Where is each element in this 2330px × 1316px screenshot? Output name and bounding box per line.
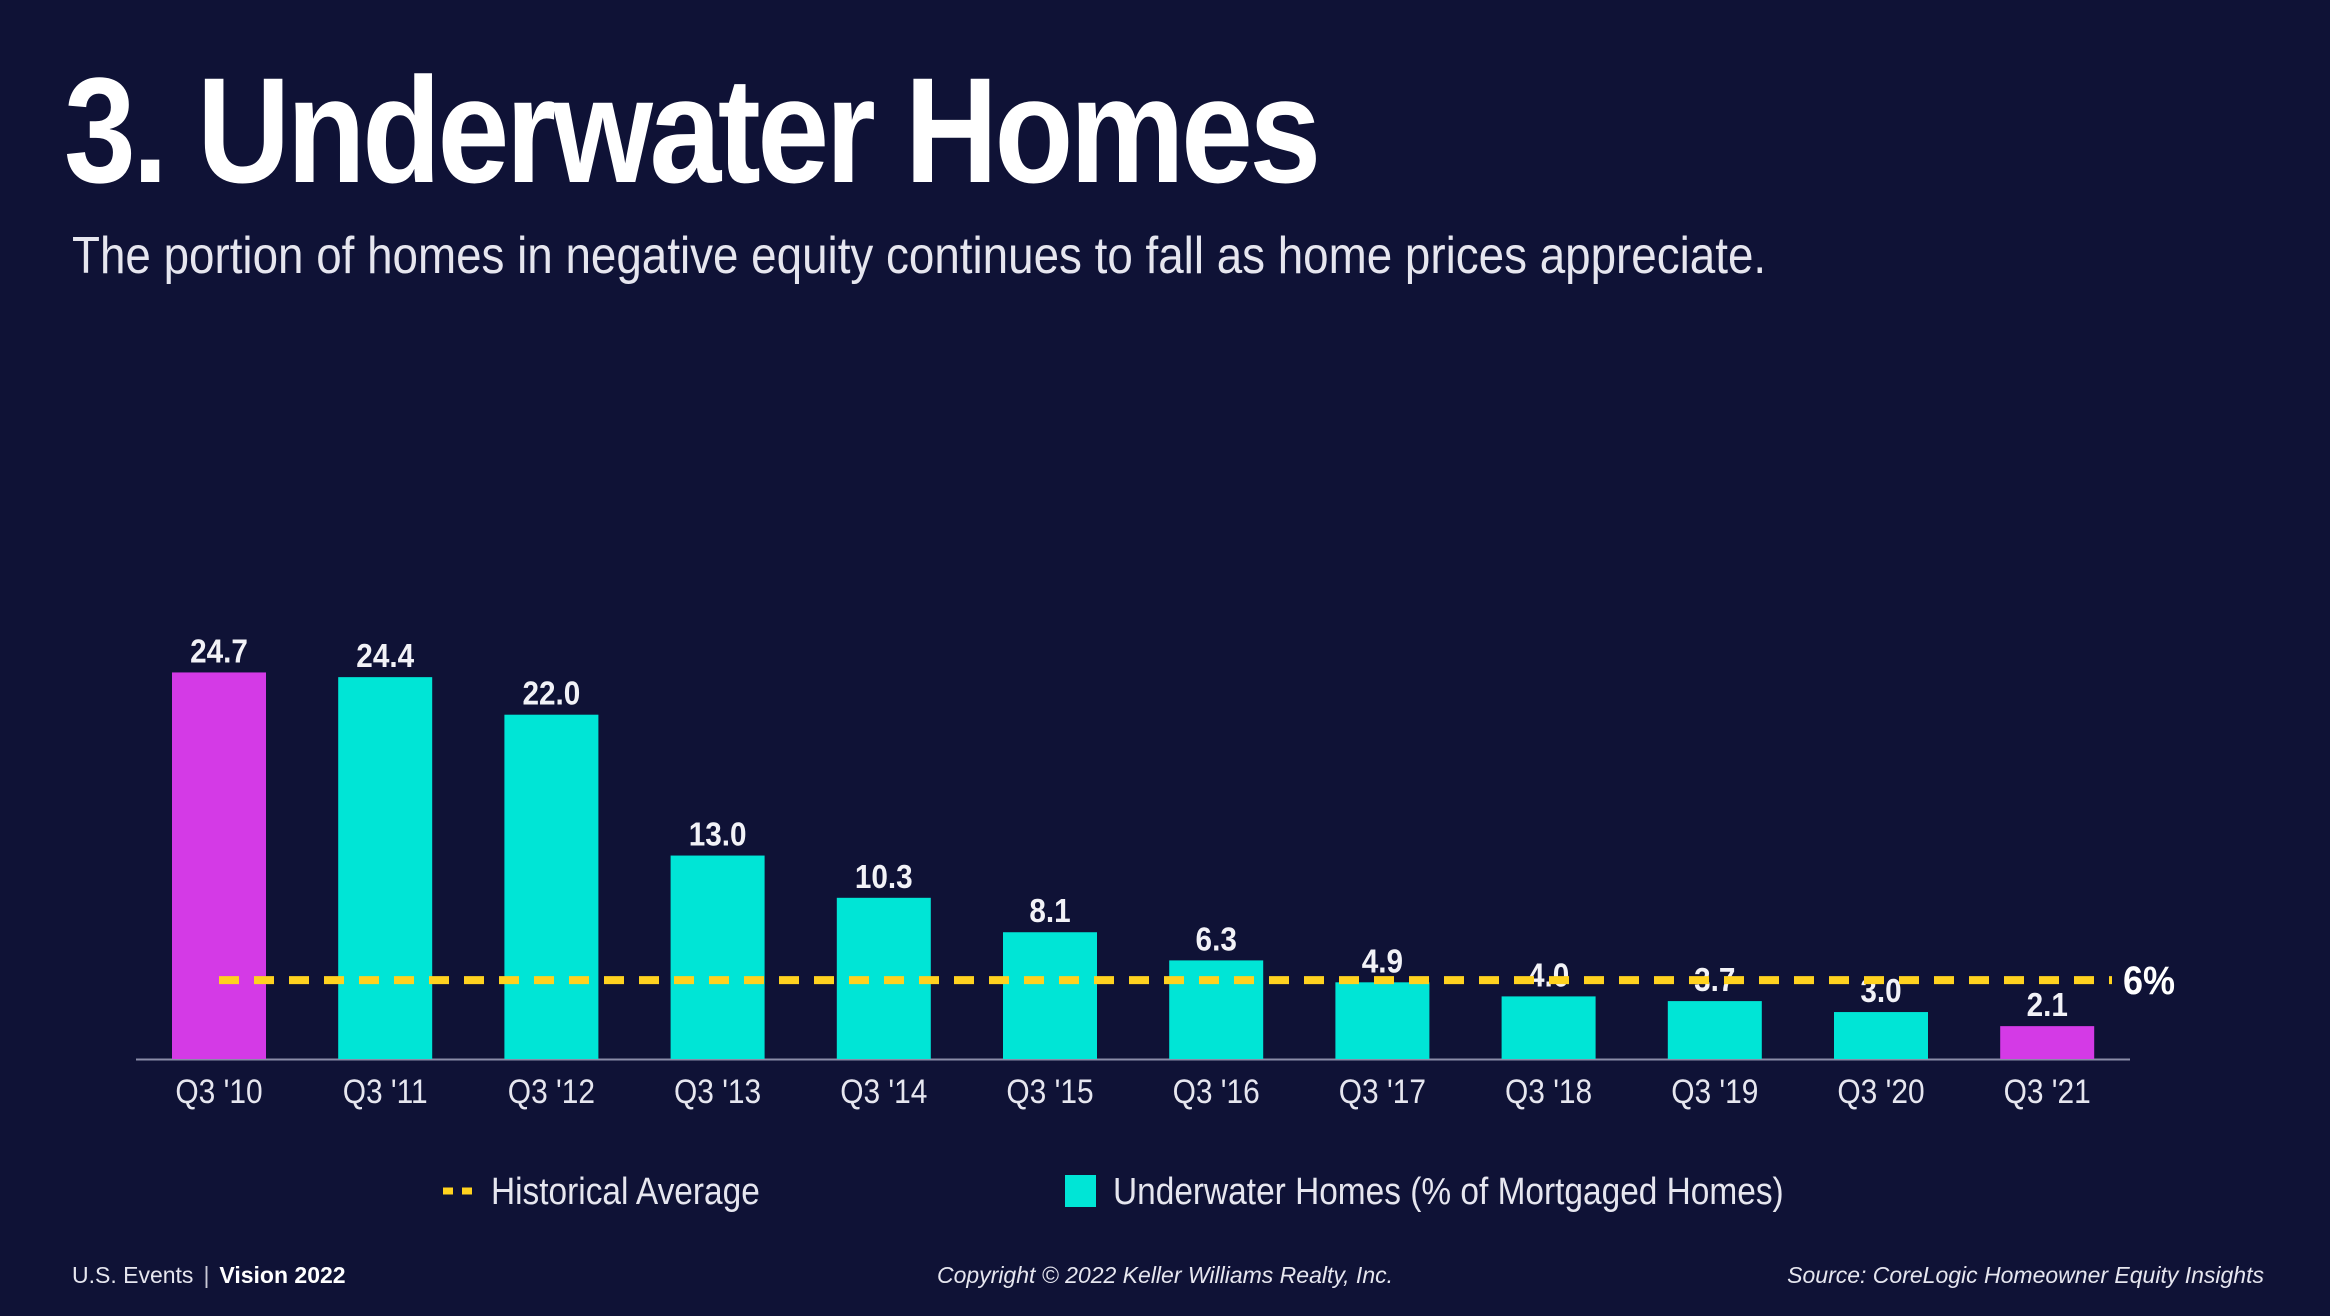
x-tick-label: Q3 '20	[1837, 1072, 1924, 1110]
bar-data-label: 22.0	[523, 675, 581, 712]
bar-data-label: 24.4	[356, 638, 414, 675]
bar-data-label: 4.0	[1528, 957, 1569, 994]
x-tick-label: Q3 '15	[1006, 1072, 1093, 1110]
bar	[1501, 996, 1596, 1059]
page-title: 3. Underwater Homes	[64, 46, 1321, 214]
footer-event: U.S. Events | Vision 2022	[72, 1262, 346, 1289]
x-tick-label: Q3 '21	[2004, 1072, 2091, 1110]
bar	[172, 672, 266, 1059]
bar-data-label: 10.3	[855, 858, 913, 895]
footer-event-label: U.S. Events	[72, 1262, 194, 1288]
x-tick-label: Q3 '17	[1339, 1072, 1426, 1110]
legend-bar-label: Underwater Homes (% of Mortgaged Homes)	[1113, 1170, 1784, 1212]
bar-data-label: 8.1	[1029, 893, 1070, 930]
x-tick-label: Q3 '11	[343, 1072, 428, 1110]
legend-bar-swatch	[1065, 1175, 1096, 1207]
historical-average-label: 6%	[2123, 959, 2175, 1003]
bar-data-label: 13.0	[689, 816, 747, 853]
page-subtitle: The portion of homes in negative equity …	[72, 227, 1767, 285]
bar	[338, 677, 433, 1059]
bar	[1335, 982, 1430, 1059]
x-tick-label: Q3 '14	[840, 1072, 927, 1110]
bar	[504, 714, 599, 1059]
x-tick-label: Q3 '10	[175, 1072, 262, 1110]
x-tick-label: Q3 '13	[674, 1072, 761, 1110]
x-tick-label: Q3 '12	[508, 1072, 595, 1110]
footer-brand: Vision 2022	[219, 1262, 346, 1288]
bar	[670, 855, 765, 1059]
x-tick-label: Q3 '16	[1173, 1072, 1260, 1110]
bar-data-label: 2.1	[2027, 987, 2068, 1024]
footer-source: Source: CoreLogic Homeowner Equity Insig…	[1787, 1262, 2264, 1288]
bar	[1667, 1001, 1762, 1059]
legend-average-label: Historical Average	[491, 1170, 760, 1212]
footer-separator: |	[203, 1262, 210, 1288]
bar	[2000, 1026, 2095, 1059]
x-tick-label: Q3 '18	[1505, 1072, 1592, 1110]
x-tick-label: Q3 '19	[1671, 1072, 1758, 1110]
bar	[1169, 960, 1264, 1059]
bar-data-label: 6.3	[1196, 921, 1237, 958]
bar	[1834, 1012, 1928, 1059]
bar-data-label: 24.7	[190, 633, 248, 670]
bar	[1003, 932, 1097, 1059]
bar-data-label: 4.9	[1362, 943, 1403, 980]
footer-copyright: Copyright © 2022 Keller Williams Realty,…	[936, 1262, 1394, 1288]
